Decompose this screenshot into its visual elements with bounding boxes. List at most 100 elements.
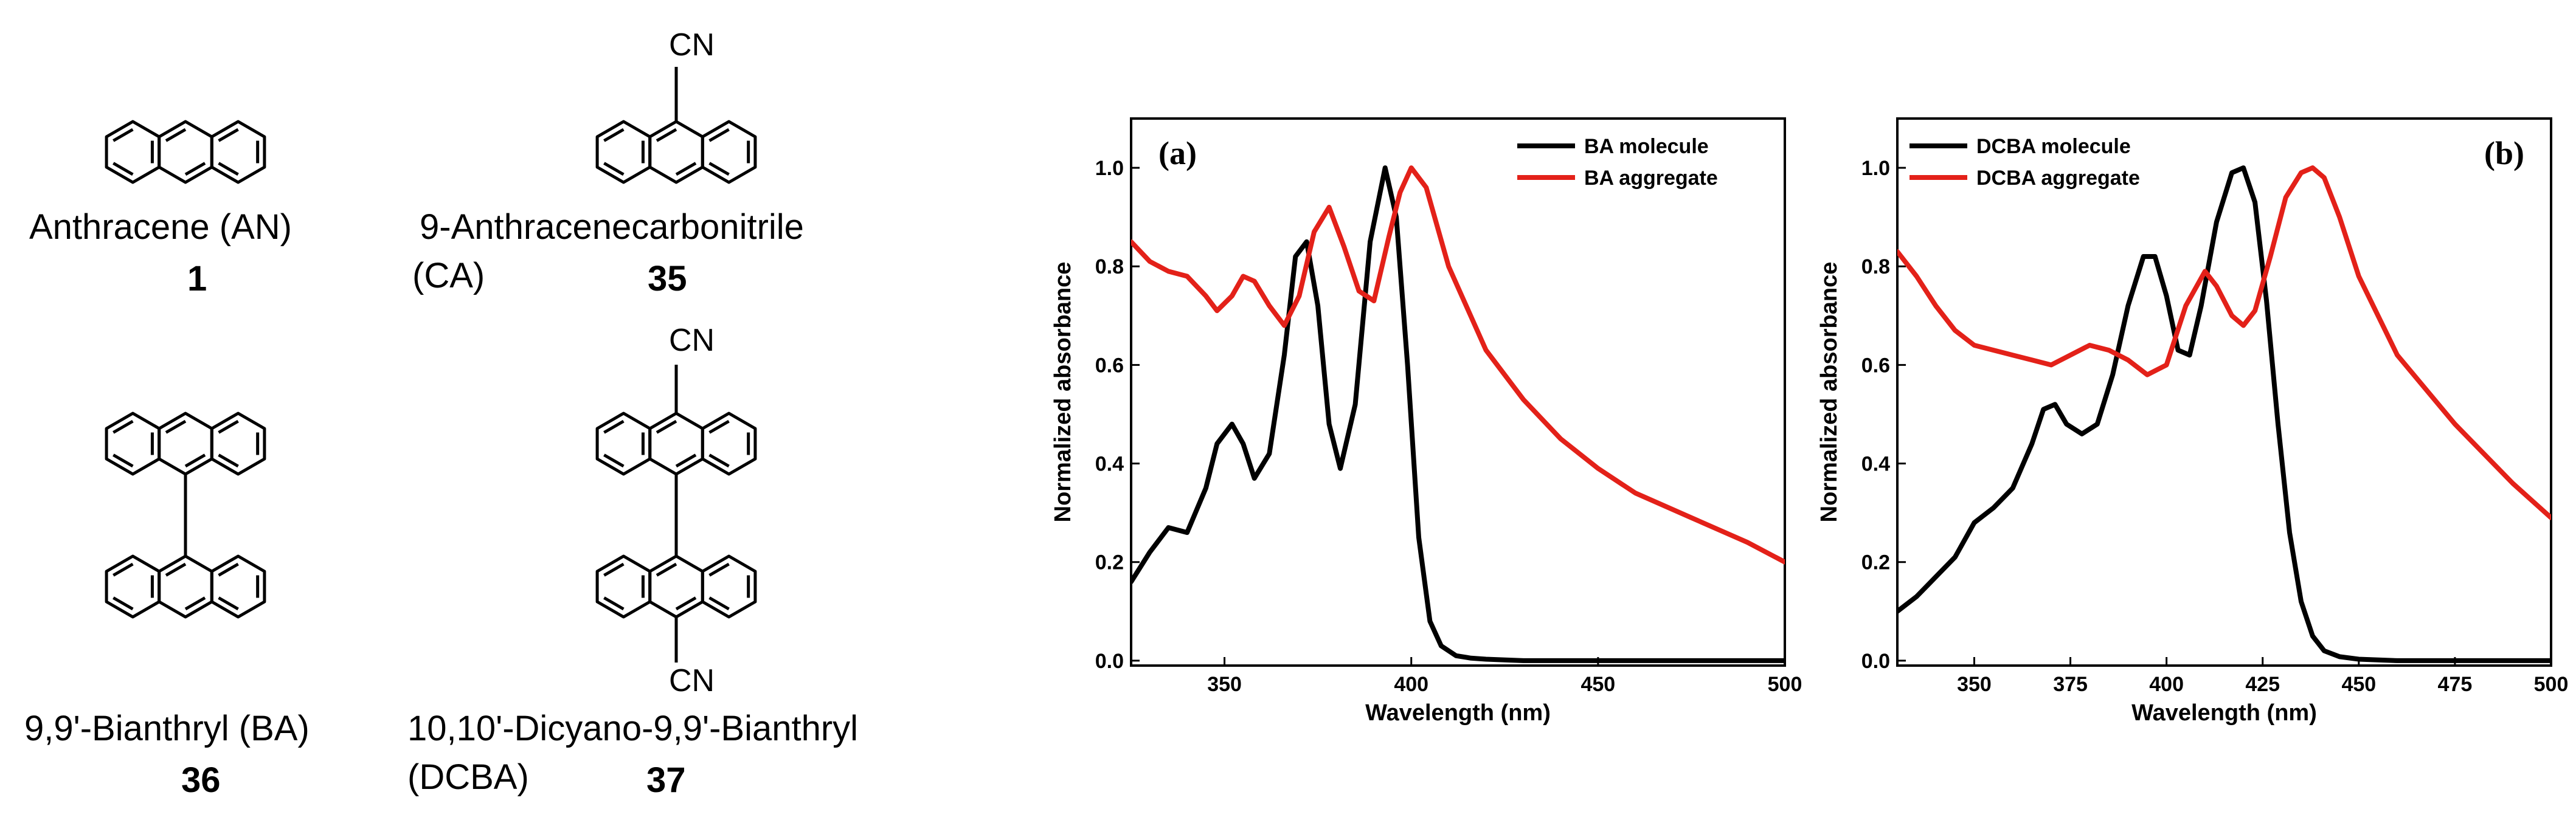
double-bond <box>603 419 625 434</box>
ba-number: 36 <box>181 760 221 800</box>
double-bond <box>708 596 730 611</box>
double-bond <box>603 596 625 611</box>
series-line-1 <box>1131 165 1785 565</box>
legend-label-1: DCBA aggregate <box>1976 167 2140 190</box>
double-bond <box>656 419 677 434</box>
ca-name: 9-Anthracenecarbonitrile <box>420 207 804 247</box>
double-bond <box>218 562 239 577</box>
anthracene-structure <box>105 120 266 184</box>
dcba-top-cn-group: CN <box>669 323 715 358</box>
double-bond <box>708 453 730 468</box>
ca-name-abbrev: (CA) <box>412 256 485 295</box>
plot-frame <box>1130 117 1786 667</box>
y-tick-label: 0.8 <box>1861 255 1890 278</box>
structures-panel: CN CN CN Anthracene (AN) 1 9-Anthracenec… <box>0 0 949 823</box>
anthracene-name: Anthracene (AN) <box>29 207 292 247</box>
y-tick-label: 0.8 <box>1095 255 1124 278</box>
series-line-0 <box>1897 165 2551 663</box>
double-bond <box>708 162 730 176</box>
dicyano-bianthryl-structure <box>595 365 757 663</box>
double-bond <box>708 419 730 434</box>
double-bond <box>675 596 697 611</box>
x-tick-label: 500 <box>1768 673 1802 696</box>
double-bond <box>603 162 625 176</box>
ring-2 <box>701 120 757 184</box>
double-bond <box>113 596 134 611</box>
double-bond <box>675 162 697 176</box>
x-tick-label: 425 <box>2245 673 2280 696</box>
anthracenecarbonitrile-structure <box>595 67 757 184</box>
ring-2 <box>210 120 266 184</box>
x-tick-label: 400 <box>2149 673 2184 696</box>
y-axis-label: Normalized absorbance <box>1050 262 1076 523</box>
double-bond <box>113 453 134 468</box>
x-tick-label: 475 <box>2438 673 2473 696</box>
dcba-name-abbrev: (DCBA) <box>407 757 529 797</box>
ring-2 <box>701 554 757 619</box>
dcba-number: 37 <box>646 760 686 800</box>
x-tick-label: 375 <box>2053 673 2088 696</box>
double-bond <box>113 562 134 577</box>
dcba-bottom-cn-group: CN <box>669 663 715 698</box>
y-tick-label: 0.6 <box>1861 354 1890 377</box>
plot-frame <box>1896 117 2552 667</box>
series-line-1 <box>1897 165 2551 520</box>
ba-name: 9,9'-Bianthryl (BA) <box>24 709 310 748</box>
ca-cn-group: CN <box>669 27 715 63</box>
x-tick-label: 400 <box>1394 673 1428 696</box>
y-tick-label: 0.2 <box>1861 551 1890 574</box>
double-bond <box>603 453 625 468</box>
ring-2 <box>210 554 266 619</box>
x-tick-label: 350 <box>1957 673 1992 696</box>
ca-number: 35 <box>648 259 687 298</box>
double-bond <box>113 419 134 434</box>
molecule-structures <box>105 67 757 663</box>
series-line-0 <box>1131 165 1785 663</box>
chart-a-ba-absorbance: 350 400 450 500 0.0 0.2 0.4 0.6 0.8 1.0 Wavelength… <box>1050 117 1802 726</box>
legend-label-0: BA molecule <box>1584 135 1709 158</box>
double-bond <box>184 453 206 468</box>
double-bond <box>603 562 625 577</box>
y-axis-label: Normalized absorbance <box>1816 262 1842 523</box>
legend-label-1: BA aggregate <box>1584 167 1718 190</box>
double-bond <box>184 162 206 176</box>
double-bond <box>218 128 239 142</box>
chart-b-dcba-absorbance: 350 375 400 425 450 475 500 0.0 0.2 0.4 0.6 0.8 1.0 W… <box>1816 117 2569 726</box>
double-bond <box>656 562 677 577</box>
y-tick-label: 0.0 <box>1861 650 1890 673</box>
y-tick-label: 0.4 <box>1095 453 1124 476</box>
y-tick-label: 1.0 <box>1095 157 1124 180</box>
x-axis-label: Wavelength (nm) <box>1365 700 1551 726</box>
x-tick-label: 450 <box>2341 673 2376 696</box>
double-bond <box>218 419 239 434</box>
double-bond <box>218 162 239 176</box>
double-bond <box>165 562 187 577</box>
anthracene-number: 1 <box>187 259 207 298</box>
x-tick-label: 500 <box>2534 673 2569 696</box>
double-bond <box>165 128 187 142</box>
double-bond <box>113 162 134 176</box>
double-bond <box>675 453 697 468</box>
double-bond <box>708 128 730 142</box>
dcba-name: 10,10'-Dicyano-9,9'-Bianthryl <box>407 709 859 748</box>
double-bond <box>165 419 187 434</box>
bianthryl-structure <box>105 412 266 619</box>
panel-tag: (b) <box>2484 135 2524 171</box>
y-tick-label: 0.2 <box>1095 551 1124 574</box>
y-tick-label: 1.0 <box>1861 157 1890 180</box>
y-tick-label: 0.6 <box>1095 354 1124 377</box>
double-bond <box>603 128 625 142</box>
double-bond <box>218 453 239 468</box>
y-tick-label: 0.0 <box>1095 650 1124 673</box>
double-bond <box>113 128 134 142</box>
x-tick-label: 450 <box>1581 673 1615 696</box>
ring-2 <box>701 412 757 476</box>
x-axis-label: Wavelength (nm) <box>2131 700 2317 726</box>
double-bond <box>656 128 677 142</box>
double-bond <box>708 562 730 577</box>
ring-2 <box>210 412 266 476</box>
legend-label-0: DCBA molecule <box>1976 135 2131 158</box>
double-bond <box>184 596 206 611</box>
y-tick-label: 0.4 <box>1861 453 1890 476</box>
double-bond <box>218 596 239 611</box>
